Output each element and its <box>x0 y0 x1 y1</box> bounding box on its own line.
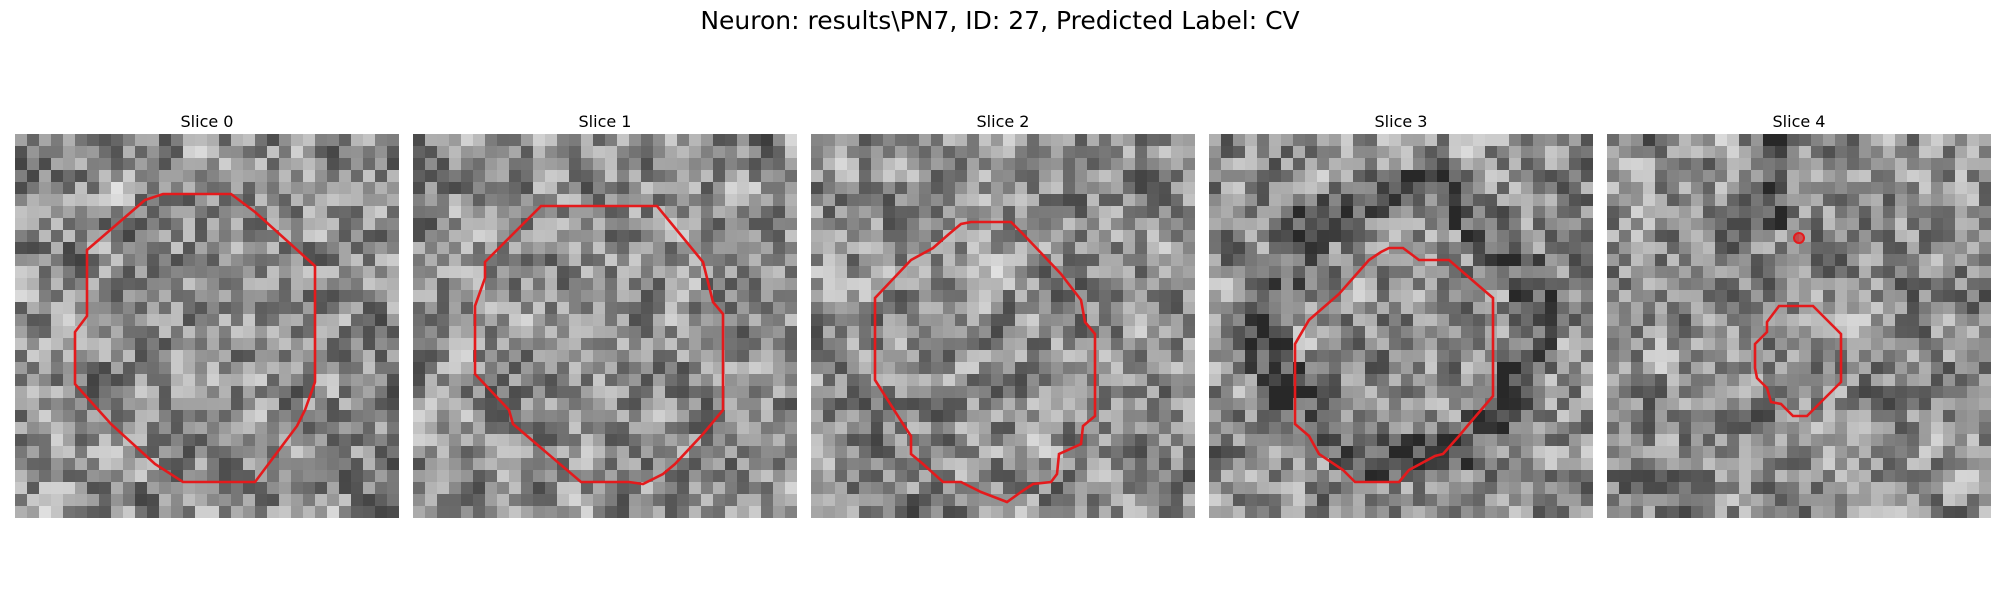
slice-overlay-1 <box>473 204 725 486</box>
slice-panel-2: Slice 2 <box>811 110 1195 518</box>
figure-title: Neuron: results\PN7, ID: 27, Predicted L… <box>700 6 1300 35</box>
slice-overlay-4 <box>1753 232 1843 418</box>
seed-point-marker <box>1793 232 1805 244</box>
slice-image-2 <box>811 134 1195 518</box>
slice-pixels-1 <box>413 134 797 518</box>
slice-image-0 <box>15 134 399 518</box>
slice-panel-0: Slice 0 <box>15 110 399 518</box>
slice-panel-3: Slice 3 <box>1209 110 1593 518</box>
cell-contour-3 <box>1293 246 1495 484</box>
slice-image-1 <box>413 134 797 518</box>
slice-title-1: Slice 1 <box>578 112 632 131</box>
slice-title-3: Slice 3 <box>1374 112 1428 131</box>
slice-overlay-2 <box>873 220 1097 504</box>
slice-title-0: Slice 0 <box>180 112 234 131</box>
slice-title-4: Slice 4 <box>1772 112 1826 131</box>
slice-pixels-3 <box>1209 134 1593 518</box>
slice-title-2: Slice 2 <box>976 112 1030 131</box>
slice-pixels-4 <box>1607 134 1991 518</box>
slice-image-4 <box>1607 134 1991 518</box>
cell-contour-0 <box>73 192 317 484</box>
cell-contour-2 <box>873 220 1097 504</box>
slice-overlay-0 <box>73 192 317 484</box>
slice-overlay-3 <box>1293 246 1495 484</box>
cell-contour-4 <box>1753 304 1843 418</box>
slice-image-3 <box>1209 134 1593 518</box>
cell-contour-1 <box>473 204 725 486</box>
slice-panel-1: Slice 1 <box>413 110 797 518</box>
slice-panel-4: Slice 4 <box>1607 110 1991 518</box>
